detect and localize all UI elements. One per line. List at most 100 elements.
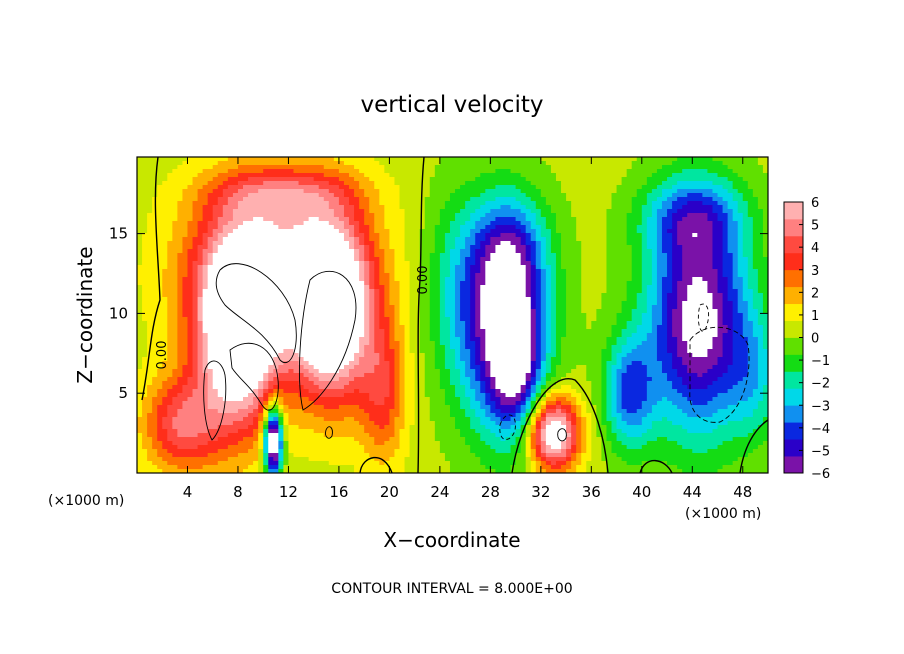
field-cell xyxy=(490,209,497,214)
field-cell xyxy=(470,217,476,222)
field-cell xyxy=(677,169,683,174)
field-cell xyxy=(434,221,441,226)
field-cell xyxy=(328,265,335,270)
field-cell xyxy=(616,201,623,206)
field-cell xyxy=(641,261,648,266)
field-cell xyxy=(303,289,310,294)
field-cell xyxy=(485,277,491,282)
field-cell xyxy=(646,269,653,274)
field-cell xyxy=(323,237,330,242)
field-cell xyxy=(404,237,411,242)
field-cell xyxy=(157,201,163,206)
field-cell xyxy=(359,217,365,222)
field-cell xyxy=(571,217,577,222)
field-cell xyxy=(263,157,269,162)
field-cell xyxy=(515,233,522,238)
field-cell xyxy=(631,309,638,314)
field-cell xyxy=(505,289,512,294)
field-cell xyxy=(455,189,461,194)
field-cell xyxy=(374,237,380,242)
field-cell xyxy=(409,181,416,186)
field-cell xyxy=(449,261,456,266)
field-cell xyxy=(449,297,456,302)
field-cell xyxy=(480,265,486,270)
field-cell xyxy=(591,209,597,214)
field-cell xyxy=(258,253,264,258)
field-cell xyxy=(460,209,466,214)
field-cell xyxy=(369,249,375,254)
field-cell xyxy=(485,309,491,314)
field-cell xyxy=(444,173,451,178)
field-cell xyxy=(747,213,754,218)
field-cell xyxy=(555,237,562,242)
field-cell xyxy=(510,161,517,166)
field-cell xyxy=(429,161,436,166)
field-cell xyxy=(354,305,360,310)
field-cell xyxy=(338,161,345,166)
field-cell xyxy=(616,193,623,198)
field-cell xyxy=(465,277,471,282)
field-cell xyxy=(702,197,709,202)
field-cell xyxy=(394,261,401,266)
field-cell xyxy=(510,189,517,194)
field-cell xyxy=(510,213,517,218)
field-cell xyxy=(545,237,552,242)
field-cell xyxy=(621,265,628,270)
field-cell xyxy=(455,197,461,202)
field-cell xyxy=(404,177,411,182)
field-cell xyxy=(550,249,557,254)
field-cell xyxy=(369,225,375,230)
field-cell xyxy=(687,201,693,206)
field-cell xyxy=(359,213,365,218)
field-cell xyxy=(157,169,163,174)
field-cell xyxy=(535,197,542,202)
field-cell xyxy=(268,189,274,194)
field-cell xyxy=(212,181,219,186)
field-cell xyxy=(656,161,663,166)
field-cell xyxy=(283,253,290,258)
field-cell xyxy=(742,201,749,206)
field-cell xyxy=(646,293,653,298)
field-cell xyxy=(561,261,567,266)
field-cell xyxy=(505,193,512,198)
field-cell xyxy=(611,241,618,246)
field-cell xyxy=(283,177,290,182)
field-cell xyxy=(535,293,542,298)
field-cell xyxy=(566,213,572,218)
field-cell xyxy=(283,181,290,186)
field-cell xyxy=(641,245,648,250)
field-cell xyxy=(626,173,633,178)
field-cell xyxy=(359,161,365,166)
field-cell xyxy=(682,213,688,218)
field-cell xyxy=(530,273,537,278)
field-cell xyxy=(656,237,663,242)
field-cell xyxy=(434,157,441,162)
field-cell xyxy=(561,253,567,258)
field-cell xyxy=(142,289,148,294)
field-cell xyxy=(566,253,572,258)
field-cell xyxy=(566,261,572,266)
field-cell xyxy=(667,169,673,174)
field-cell xyxy=(465,261,471,266)
field-cell xyxy=(742,229,749,234)
field-cell xyxy=(177,245,184,250)
field-cell xyxy=(384,197,390,202)
field-cell xyxy=(318,261,325,266)
field-cell xyxy=(520,225,527,230)
field-cell xyxy=(667,181,673,186)
field-cell xyxy=(586,233,592,238)
field-cell xyxy=(313,181,320,186)
field-cell xyxy=(535,157,542,162)
field-cell xyxy=(566,309,572,314)
field-cell xyxy=(222,313,229,318)
field-cell xyxy=(288,293,295,298)
field-cell xyxy=(268,257,274,262)
field-cell xyxy=(439,281,446,286)
field-cell xyxy=(424,189,431,194)
field-cell xyxy=(394,165,401,170)
field-cell xyxy=(308,173,315,178)
field-cell xyxy=(414,169,421,174)
field-cell xyxy=(354,293,360,298)
field-cell xyxy=(712,241,719,246)
field-cell xyxy=(651,205,658,210)
